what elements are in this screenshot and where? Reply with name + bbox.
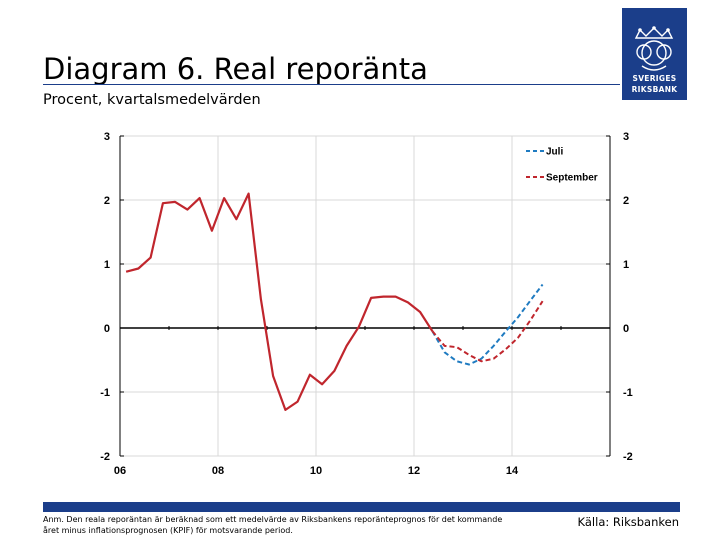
tick-labels: -2 -2-1 -10 01 12 23 306 08 10 12 14: [100, 131, 633, 477]
x-tick-label: 06: [114, 465, 126, 477]
legend: Juli September: [526, 147, 598, 184]
series-lines: [125, 192, 544, 411]
logo-line1: SVERIGES: [632, 74, 677, 83]
x-tick-label: 14: [506, 465, 519, 477]
footer-bar: [43, 502, 680, 512]
series-line-juli: [431, 283, 544, 366]
y-tick-label-left: 3: [104, 131, 110, 143]
y-tick-label-right: 2: [623, 195, 629, 207]
y-tick-label-right: -2: [623, 451, 633, 463]
x-tick-label: 12: [408, 465, 420, 477]
series-line-september: [431, 300, 544, 363]
page-subtitle: Procent, kvartalsmedelvärden: [43, 92, 261, 108]
grid-lines: [119, 135, 610, 457]
x-tick-label: 10: [310, 465, 322, 477]
y-tick-label-left: -1: [100, 387, 110, 399]
y-tick-label-left: 0: [104, 323, 110, 335]
y-tick-label-right: 0: [623, 323, 629, 335]
page-title: Diagram 6. Real reporänta: [43, 52, 428, 86]
footer-note: Anm. Den reala reporäntan är beräknad so…: [43, 515, 503, 535]
legend-label-september: September: [546, 173, 598, 184]
legend-label-juli: Juli: [546, 147, 563, 158]
crown-emblem-icon: [634, 26, 674, 71]
x-tick-label: 08: [212, 465, 224, 477]
series-line-history: [125, 192, 434, 411]
logo-line2: RIKSBANK: [631, 85, 678, 94]
source-label: Källa: Riksbanken: [577, 515, 679, 529]
y-tick-label-right: 1: [623, 259, 629, 271]
title-rule: [43, 84, 620, 85]
y-tick-label-left: 2: [104, 195, 110, 207]
y-tick-label-left: -2: [100, 451, 110, 463]
riksbank-logo: SVERIGES RIKSBANK: [622, 8, 687, 100]
y-tick-label-left: 1: [104, 259, 110, 271]
axes: [119, 135, 611, 457]
y-tick-label-right: -1: [623, 387, 633, 399]
y-tick-label-right: 3: [623, 131, 629, 143]
